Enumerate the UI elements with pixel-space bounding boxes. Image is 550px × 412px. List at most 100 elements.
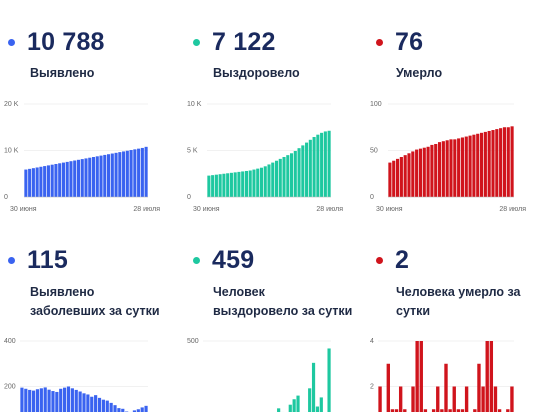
bar (58, 163, 62, 197)
bar (226, 173, 230, 197)
bar (444, 363, 448, 412)
blue-dot-icon (8, 39, 15, 46)
bar (419, 341, 423, 412)
bar (233, 172, 237, 197)
bar (31, 168, 35, 197)
bar (78, 391, 82, 412)
bar (24, 388, 28, 412)
bar (399, 157, 403, 197)
bar (84, 158, 88, 197)
bar (423, 409, 428, 412)
bar (259, 167, 264, 197)
bar (43, 387, 47, 412)
y-tick-label: 10 K (4, 148, 19, 155)
bar (319, 397, 323, 412)
bar (101, 399, 105, 412)
bar (440, 409, 444, 412)
bar (288, 404, 292, 412)
bar (472, 134, 476, 197)
bar (207, 175, 211, 197)
bar (109, 402, 113, 412)
stat-total-recovered: 7 122 (193, 28, 276, 57)
recovered-cumulative-chart: 10 K 5 K 030 июня 28 июля (187, 101, 343, 213)
bar (431, 409, 436, 412)
bar (506, 409, 510, 412)
y-tick-label: 0 (187, 194, 191, 201)
bar (491, 130, 495, 197)
y-tick-label: 5 K (187, 148, 198, 155)
bar (274, 160, 279, 197)
bar (113, 405, 117, 412)
bar (301, 145, 305, 197)
bar (97, 397, 102, 412)
y-tick-label: 400 (4, 338, 16, 345)
bar (497, 409, 502, 412)
bar (76, 159, 81, 197)
bar (327, 130, 331, 197)
bar (31, 390, 36, 412)
bar (24, 169, 28, 197)
bar (144, 405, 148, 412)
bar (441, 141, 445, 197)
bar (28, 168, 32, 197)
bar (95, 156, 99, 197)
y-tick-label: 4 (370, 338, 374, 345)
bar (55, 391, 59, 412)
stat-label: Умерло (396, 66, 443, 80)
bar (43, 166, 47, 197)
bar (308, 139, 312, 197)
bar (35, 167, 39, 197)
bar (86, 394, 90, 412)
bar (436, 386, 440, 412)
bar (229, 172, 233, 197)
bar (73, 160, 77, 197)
bar (434, 143, 438, 197)
stat-label: Выявлено заболевших за сутки (30, 285, 160, 318)
bar (489, 341, 494, 412)
bar (90, 396, 94, 412)
bar (392, 160, 396, 197)
bar (316, 134, 320, 197)
bar (50, 164, 54, 197)
stat-value: 10 788 (27, 28, 105, 56)
bar (54, 163, 58, 197)
y-tick-label: 10 K (187, 101, 202, 108)
x-tick-label: 28 июля (316, 206, 343, 213)
bar (403, 409, 407, 412)
bar (510, 386, 514, 412)
bar (292, 399, 296, 412)
bar (430, 144, 434, 197)
cases-daily-chart: 400 200 (4, 338, 148, 412)
stat-label: Выявлено (30, 66, 95, 80)
bar (495, 129, 499, 197)
green-dot-icon (193, 257, 200, 264)
bar (398, 386, 403, 412)
bar (418, 148, 423, 197)
red-dot-icon (376, 257, 383, 264)
bar (445, 140, 449, 197)
bar (282, 157, 286, 197)
stat-total-deaths: 76 (376, 28, 423, 57)
bar (74, 389, 78, 412)
bar (278, 158, 282, 197)
bar (386, 363, 390, 412)
bar (222, 173, 226, 197)
bar (140, 147, 144, 197)
stat-daily-recovered: 459 (193, 246, 254, 275)
bar (59, 388, 63, 412)
bar (437, 142, 442, 197)
bar (415, 341, 419, 412)
stat-total-cases: 10 788 (8, 28, 105, 57)
bar (137, 148, 141, 197)
bar (468, 135, 472, 197)
bar (315, 406, 320, 412)
bar (69, 161, 73, 197)
bar (473, 409, 477, 412)
bar (39, 388, 43, 412)
bar (460, 409, 465, 412)
bar (66, 386, 71, 412)
bar (323, 131, 327, 197)
bar (293, 150, 297, 197)
bar (411, 386, 415, 412)
bar (118, 152, 122, 197)
